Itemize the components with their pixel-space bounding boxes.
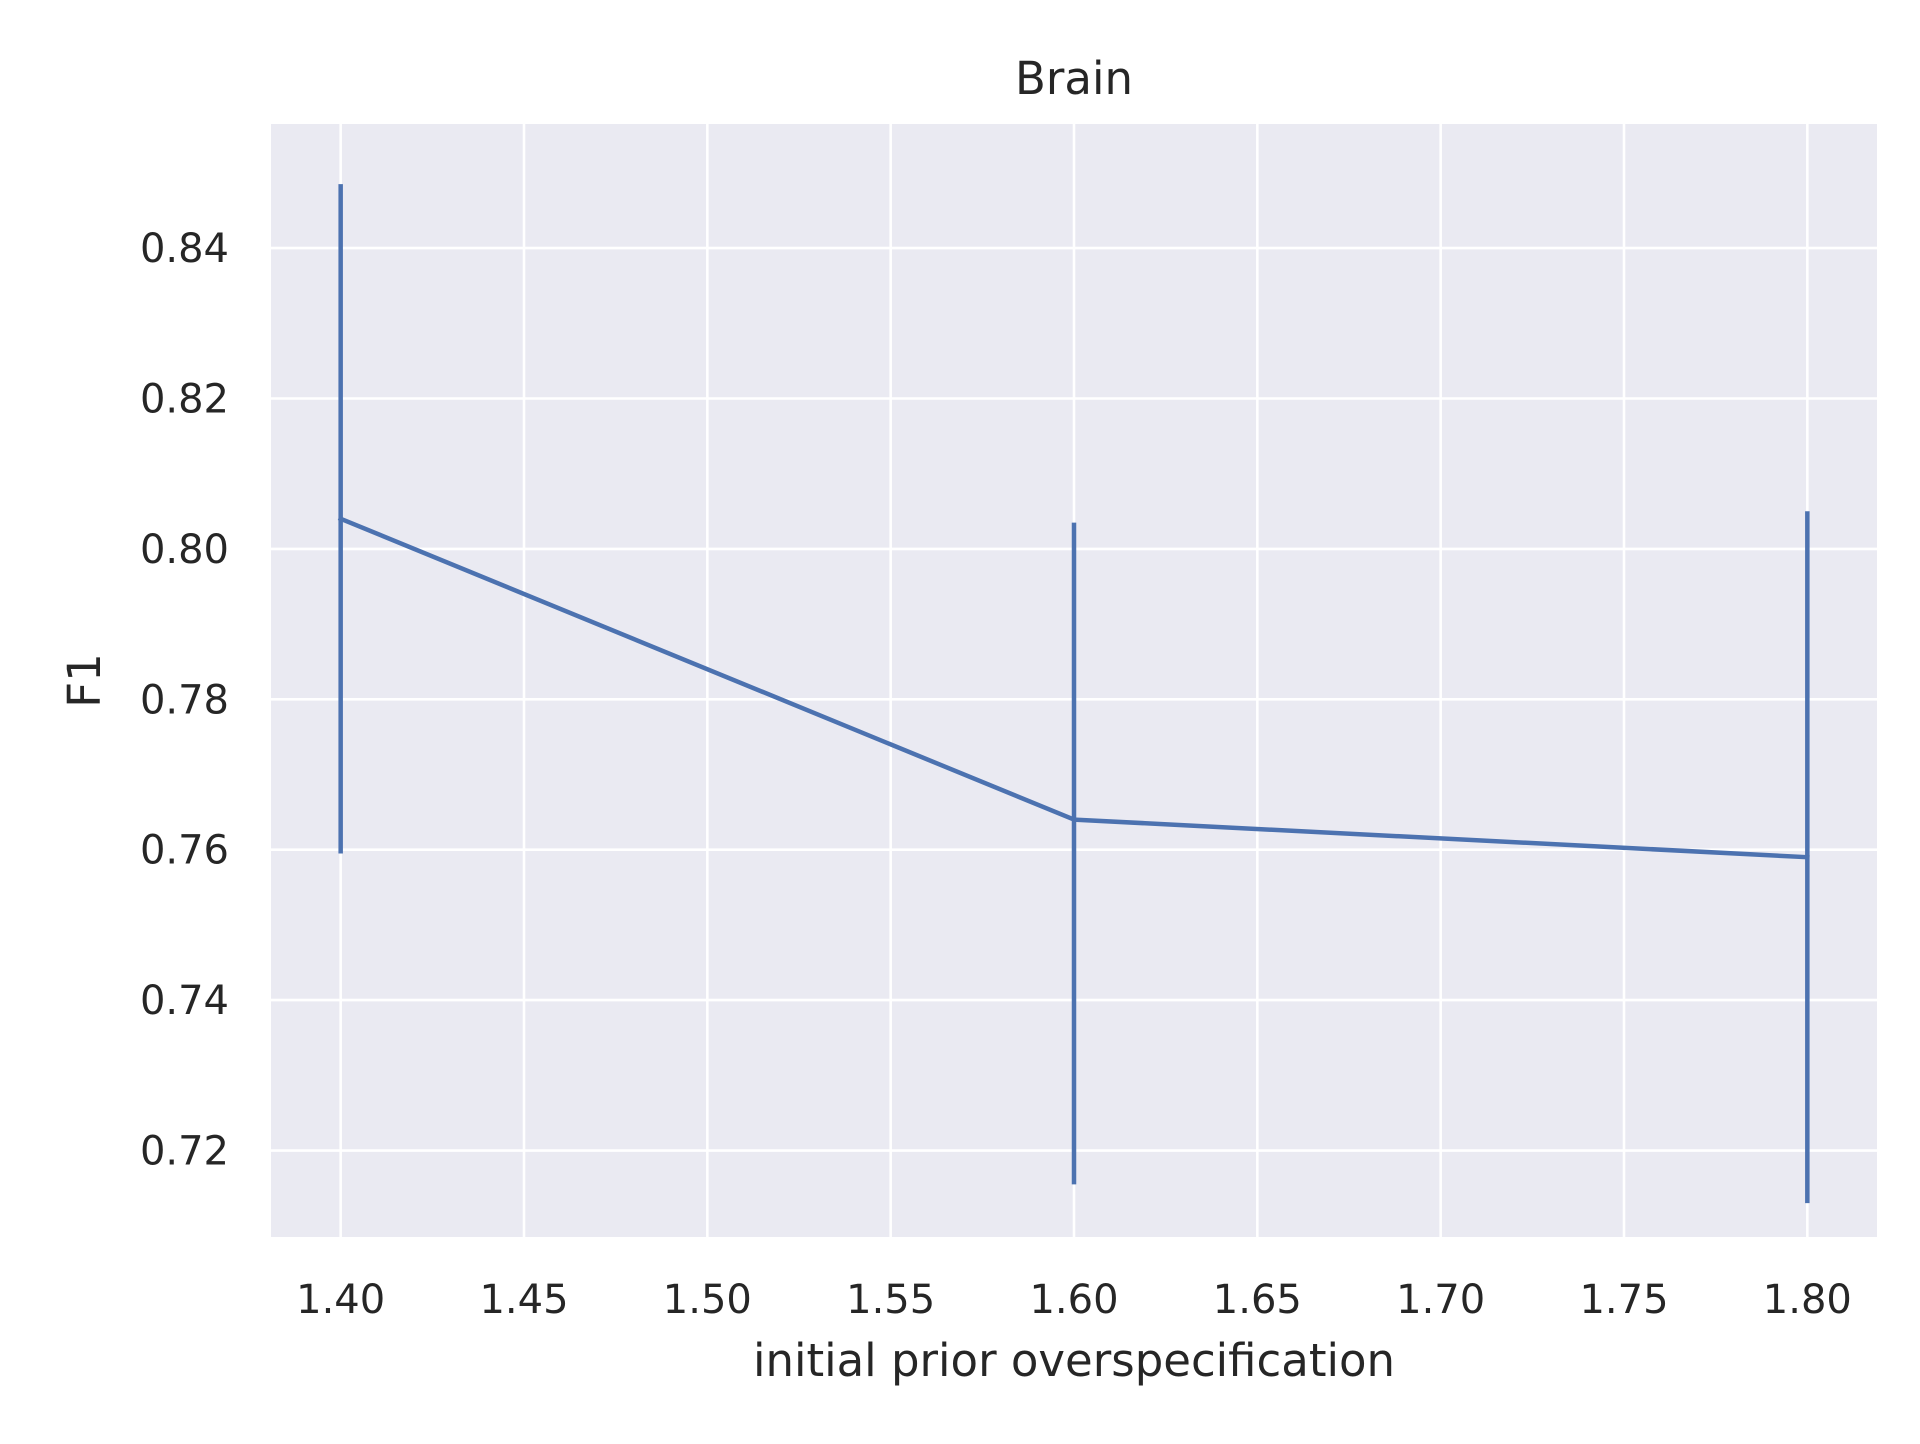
x-axis-label: initial prior overspecification bbox=[753, 1334, 1395, 1387]
x-tick-label: 1.50 bbox=[663, 1277, 752, 1323]
x-tick-label: 1.60 bbox=[1029, 1277, 1118, 1323]
y-tick-label: 0.76 bbox=[140, 828, 229, 874]
tick-labels: 1.40 1.45 1.50 1.55 1.60 1.65 1.70 1.75 1.80 0.72… bbox=[140, 226, 1852, 1323]
x-tick-label: 1.70 bbox=[1396, 1277, 1485, 1323]
data-series bbox=[337, 184, 1810, 1204]
chart-title: Brain bbox=[1015, 52, 1133, 105]
x-tick-label: 1.75 bbox=[1579, 1277, 1668, 1323]
y-tick-label: 0.84 bbox=[140, 226, 229, 272]
x-tick-label: 1.65 bbox=[1213, 1277, 1302, 1323]
x-tick-label: 1.80 bbox=[1763, 1277, 1852, 1323]
y-tick-label: 0.78 bbox=[140, 677, 229, 723]
x-tick-label: 1.55 bbox=[846, 1277, 935, 1323]
y-axis-label: F1 bbox=[58, 653, 111, 708]
y-tick-label: 0.72 bbox=[140, 1129, 229, 1175]
series-line bbox=[337, 515, 1810, 860]
x-tick-label: 1.40 bbox=[296, 1277, 385, 1323]
y-tick-label: 0.82 bbox=[140, 376, 229, 422]
y-tick-label: 0.74 bbox=[140, 978, 229, 1024]
y-tick-label: 0.80 bbox=[140, 527, 229, 573]
x-tick-label: 1.45 bbox=[479, 1277, 568, 1323]
